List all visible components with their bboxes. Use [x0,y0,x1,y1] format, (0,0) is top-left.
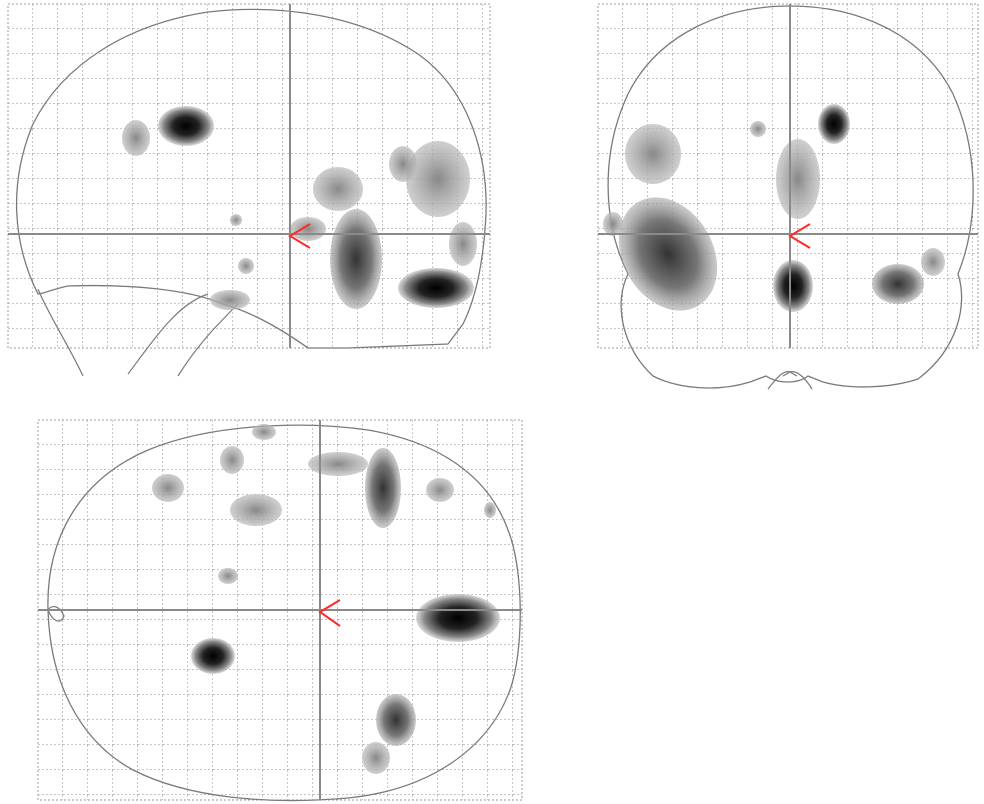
coronal-glass-brain-view [598,4,982,394]
axial-blob [220,446,244,474]
sagittal-blob [210,290,250,310]
coronal-blob [921,248,945,276]
coronal-blob [625,124,681,184]
sagittal-blob [122,120,150,156]
coronal-blob [818,104,850,144]
coronal-brainstem-outline [768,372,812,389]
sagittal-svg [8,4,492,378]
sagittal-blob [230,214,242,226]
sagittal-blob [290,217,326,241]
coronal-blob [776,139,820,219]
axial-blob [484,502,496,518]
axial-blob [362,742,390,774]
sagittal-blob [398,268,474,308]
axial-blob [252,424,276,440]
coronal-svg [598,4,982,394]
coronal-blob [872,264,924,304]
axial-glass-brain-view [38,420,524,802]
axial-blob [308,452,368,476]
axial-blob [376,694,416,746]
sagittal-blob [158,106,214,146]
sagittal-blob [406,141,470,217]
sagittal-glass-brain-view [8,4,492,378]
axial-blob [416,594,500,642]
sagittal-blob [389,146,417,182]
axial-blob [152,474,184,502]
sagittal-blob [449,222,477,266]
axial-blob [426,478,454,502]
axial-blob [365,448,401,528]
coronal-blob [773,260,813,312]
coronal-blob [750,121,766,137]
coronal-blob [603,212,623,236]
axial-blob [230,494,282,526]
sagittal-blob [330,209,382,309]
axial-blob [191,638,235,674]
sagittal-blob [238,258,254,274]
axial-svg [38,420,524,802]
axial-blob [218,568,238,584]
sagittal-blob [313,167,363,211]
